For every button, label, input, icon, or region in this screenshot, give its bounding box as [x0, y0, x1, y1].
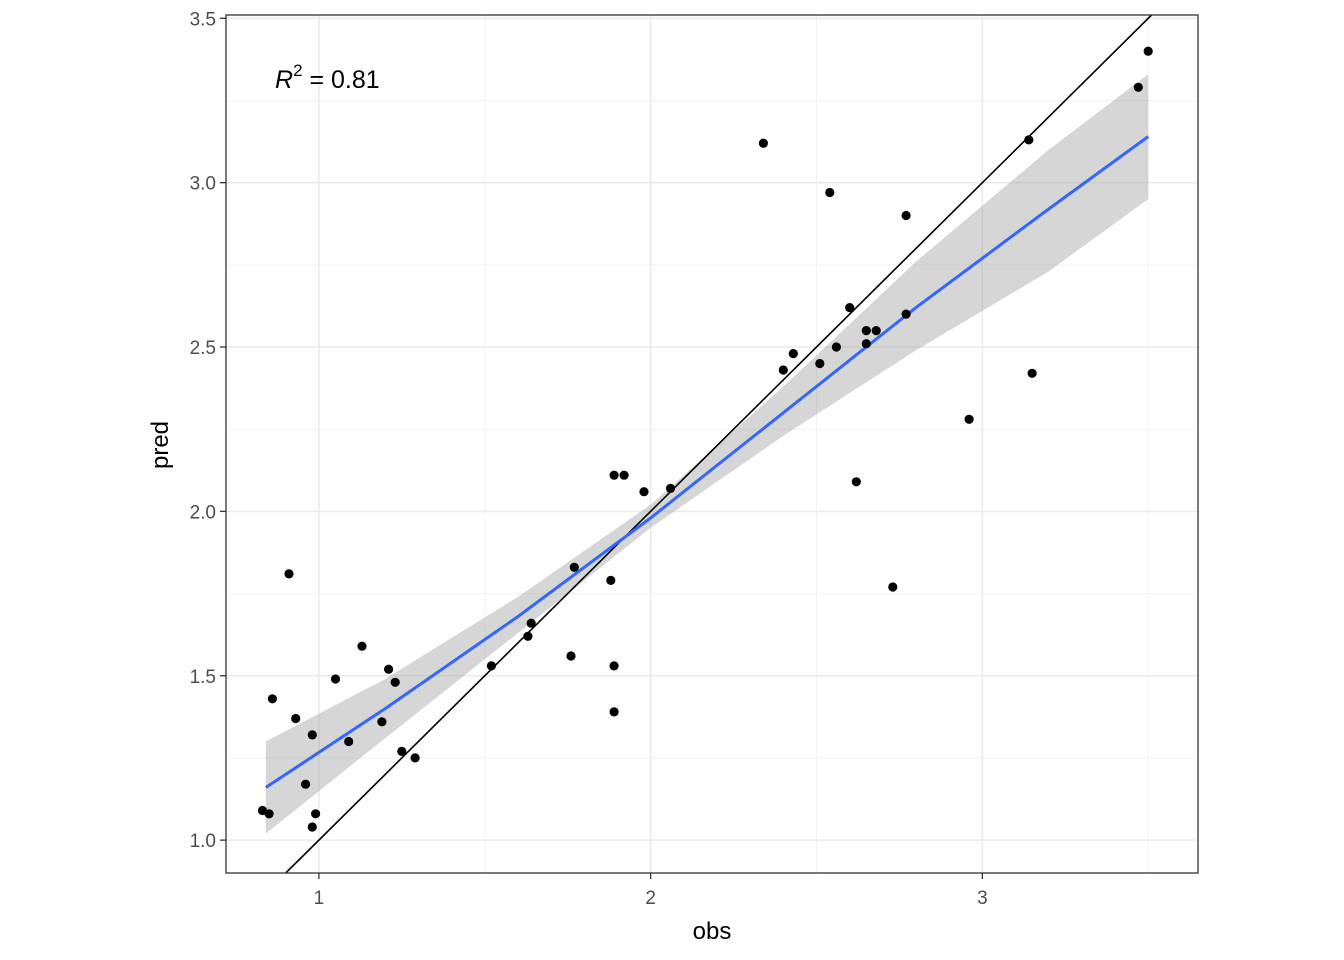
data-point: [825, 187, 835, 198]
confidence-band-area: [265, 74, 1149, 834]
data-point: [788, 349, 798, 359]
data-point: [861, 339, 871, 349]
data-point: [569, 562, 579, 572]
data-point: [964, 414, 974, 424]
data-point: [609, 470, 619, 480]
x-tick-label: 1: [314, 888, 325, 909]
fit-line-path: [264, 135, 1150, 789]
r-squared-annotation: R2 = 0.81: [275, 61, 380, 94]
data-point: [397, 746, 407, 757]
data-point: [606, 575, 616, 586]
y-tick-label: 1.0: [190, 831, 216, 852]
data-point: [1024, 135, 1034, 145]
identity-line-path: [285, 14, 1153, 874]
data-point: [307, 730, 317, 740]
data-point: [344, 736, 354, 747]
data-point: [291, 713, 301, 724]
data-point: [486, 661, 496, 671]
r-squared-exponent: 2: [293, 61, 302, 80]
y-tick-label: 3.0: [190, 174, 216, 195]
data-point: [526, 618, 536, 628]
data-point: [311, 809, 321, 819]
data-point: [377, 717, 387, 727]
data-point: [861, 326, 871, 336]
y-axis-title: pred: [147, 421, 174, 469]
panel-border: [225, 14, 1199, 874]
x-axis-title: obs: [693, 918, 732, 945]
fit-line: [264, 135, 1150, 789]
data-point: [410, 753, 420, 763]
data-point: [871, 326, 881, 336]
data-point: [384, 664, 394, 674]
data-point: [1133, 82, 1143, 92]
data-point: [778, 365, 788, 375]
data-point: [901, 210, 911, 221]
confidence-band: [265, 74, 1149, 834]
data-point: [1027, 368, 1037, 378]
identity-line: [285, 14, 1153, 874]
data-points: [257, 46, 1153, 832]
data-point: [357, 641, 367, 651]
data-point: [851, 477, 861, 487]
data-point: [264, 809, 274, 819]
y-axis-ticks: 1.0 1.5 2.0 2.5 3.0 3.5: [190, 9, 226, 852]
r-squared-symbol: R: [275, 66, 293, 94]
data-point: [888, 582, 898, 592]
data-point: [901, 309, 911, 319]
data-point: [815, 358, 825, 369]
data-point: [609, 661, 619, 671]
data-point: [758, 138, 769, 148]
x-tick-label: 3: [977, 888, 988, 909]
y-tick-label: 2.0: [190, 502, 216, 523]
data-point: [390, 677, 400, 687]
data-point: [609, 707, 619, 717]
data-point: [845, 303, 855, 313]
data-point: [301, 779, 311, 789]
data-point: [1143, 46, 1153, 56]
grid-lines: [226, 15, 1198, 873]
y-tick-label: 1.5: [190, 667, 216, 688]
y-tick-label: 2.5: [190, 338, 216, 359]
data-point: [831, 342, 842, 352]
y-tick-label: 3.5: [190, 9, 216, 30]
data-point: [267, 694, 277, 704]
data-point: [523, 631, 533, 641]
data-point: [330, 674, 341, 684]
x-tick-label: 2: [645, 888, 656, 909]
x-axis-ticks: 1 2 3: [314, 873, 988, 909]
data-point: [639, 487, 649, 497]
data-point: [307, 822, 317, 832]
data-point: [284, 569, 294, 579]
r-squared-value: = 0.81: [303, 66, 380, 94]
data-point: [619, 470, 629, 480]
data-point: [566, 651, 576, 661]
data-point: [665, 483, 676, 493]
